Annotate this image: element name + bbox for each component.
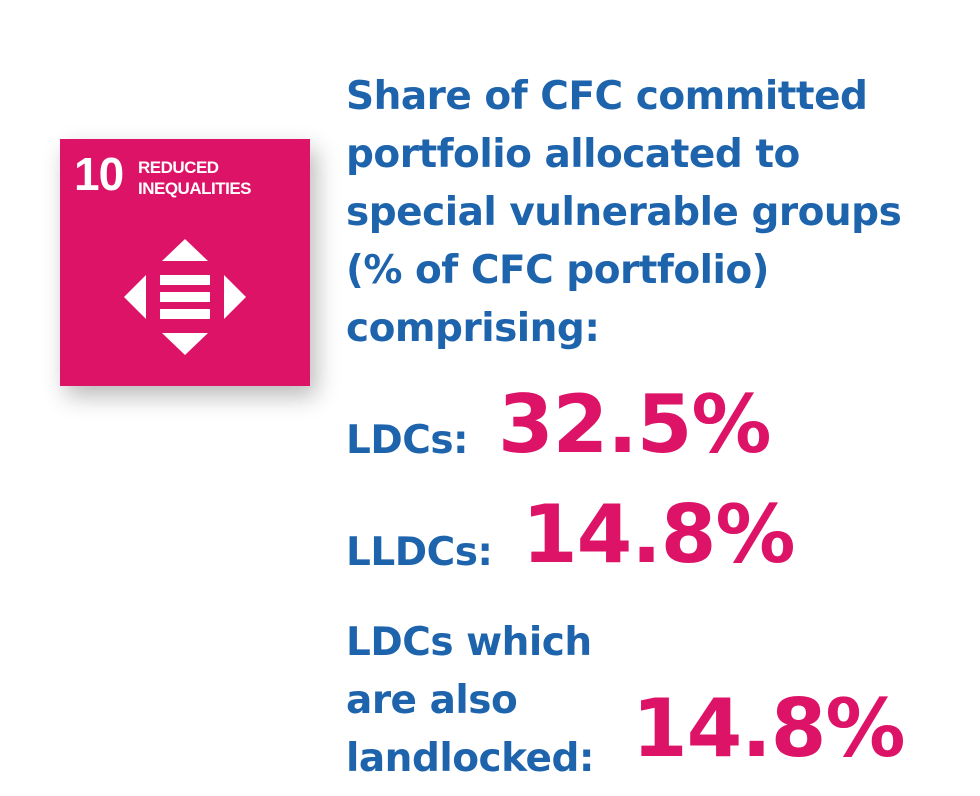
heading-line-4: (% of CFC portfolio) xyxy=(346,248,769,293)
landlocked-value: 14.8% xyxy=(632,682,906,775)
heading-line-1: Share of CFC committed xyxy=(346,74,868,119)
lldcs-value: 14.8% xyxy=(522,488,796,581)
landlocked-label-line-3: landlocked: xyxy=(346,736,595,781)
landlocked-label-line-2: are also xyxy=(346,678,518,723)
heading-line-5: comprising: xyxy=(346,306,600,351)
landlocked-label: LDCs which are also landlocked: xyxy=(346,614,595,788)
heading-line-2: portfolio allocated to xyxy=(346,132,800,177)
sdg-label: REDUCED INEQUALITIES xyxy=(138,158,252,198)
landlocked-label-line-1: LDCs which xyxy=(346,620,592,665)
reduced-inequalities-icon xyxy=(124,239,246,355)
ldcs-label: LDCs: xyxy=(346,418,469,463)
sdg-10-tile: 10 REDUCED INEQUALITIES xyxy=(60,139,310,386)
lldcs-label: LLDCs: xyxy=(346,530,493,575)
ldcs-value: 32.5% xyxy=(498,378,772,471)
heading: Share of CFC committed portfolio allocat… xyxy=(346,68,971,358)
sdg-number: 10 xyxy=(74,148,124,200)
heading-line-3: special vulnerable groups xyxy=(346,190,902,235)
